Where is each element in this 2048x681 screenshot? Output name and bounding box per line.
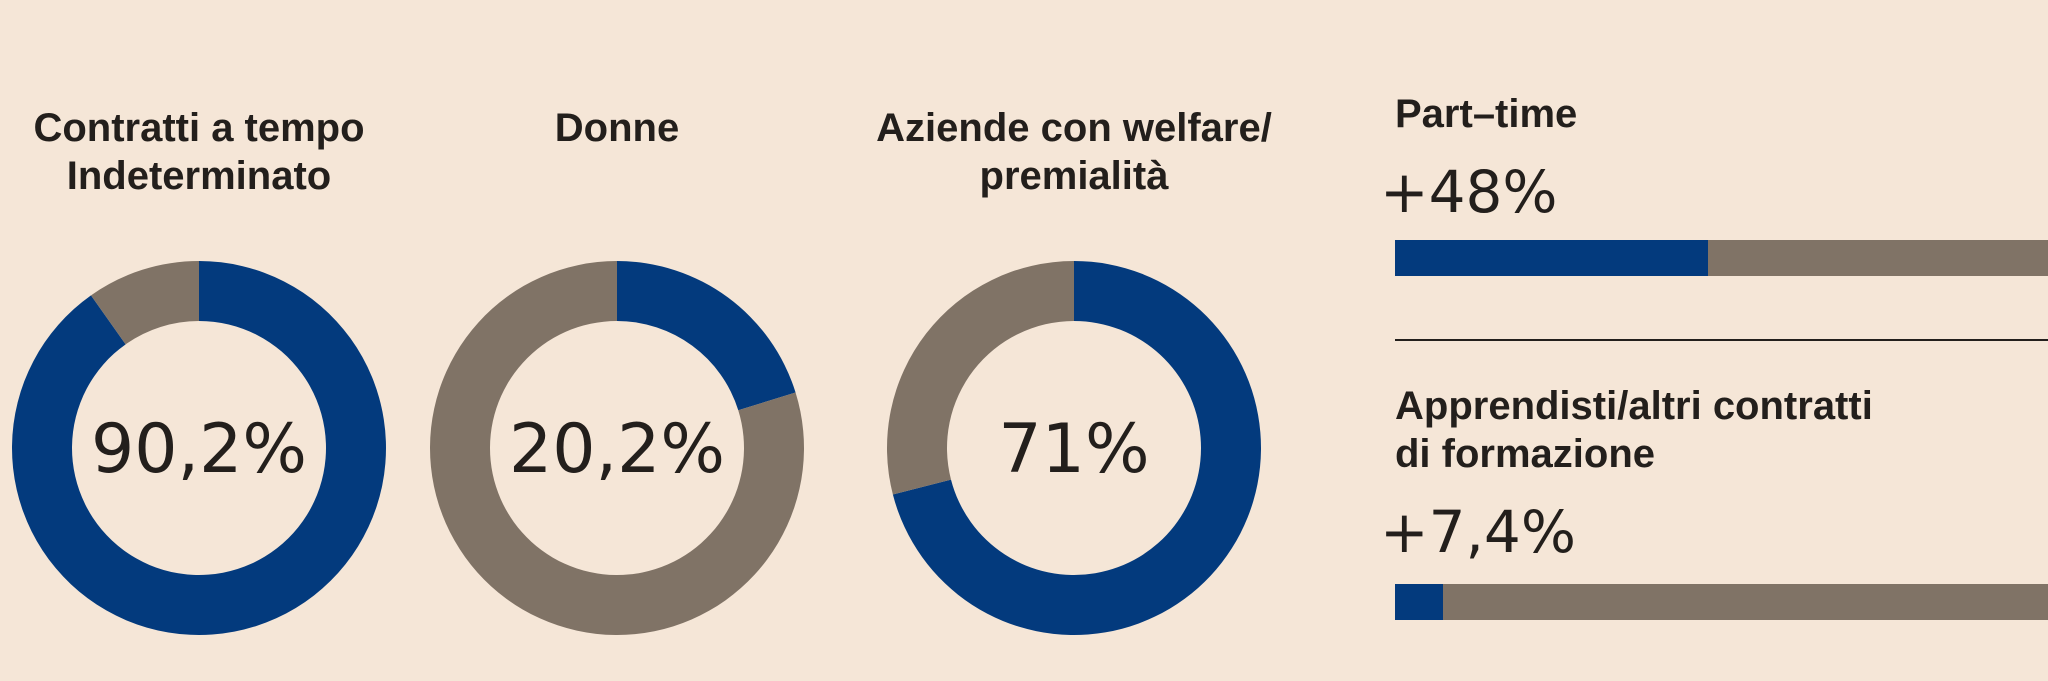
bar-title-part-time: Part–time bbox=[1395, 90, 1577, 138]
title-line: di formazione bbox=[1395, 432, 1656, 476]
bar-fill-apprendisti bbox=[1395, 584, 1444, 620]
donut-title-donne: Donne bbox=[555, 104, 679, 152]
title-line: premialità bbox=[979, 154, 1169, 198]
donut-title-aziende: Aziende con welfare/ premialità bbox=[876, 104, 1272, 200]
title-line: Indeterminato bbox=[66, 154, 332, 198]
bar-value-part-time: +48% bbox=[1380, 158, 1558, 226]
title-line: Donne bbox=[554, 106, 680, 150]
donut-slice-remainder bbox=[887, 261, 1074, 495]
divider bbox=[1395, 339, 2048, 341]
donut-value-label: 71% bbox=[998, 410, 1149, 489]
bar-fill-part-time bbox=[1395, 240, 1709, 276]
title-line: Aziende con welfare/ bbox=[876, 106, 1272, 150]
bar-title-apprendisti: Apprendisti/altri contratti di formazion… bbox=[1395, 382, 1873, 478]
bar-value-apprendisti: +7,4% bbox=[1380, 498, 1576, 566]
title-line: Part–time bbox=[1395, 92, 1578, 136]
donut-slice-value bbox=[617, 261, 796, 411]
donut-slice-value bbox=[12, 261, 387, 635]
donut-charts: 90,2% 20,2% 71% bbox=[12, 261, 1262, 635]
donut-slice-remainder bbox=[430, 261, 804, 635]
donut-slice-remainder bbox=[90, 261, 199, 345]
donut-slice-value bbox=[892, 261, 1262, 635]
bar-part-time bbox=[1395, 240, 2048, 276]
donut-value-label: 20,2% bbox=[509, 410, 725, 489]
donut-title-contratti: Contratti a tempo Indeterminato bbox=[33, 104, 364, 200]
donut-value-label: 90,2% bbox=[91, 410, 307, 489]
title-line: Apprendisti/altri contratti bbox=[1395, 384, 1873, 428]
bar-apprendisti bbox=[1395, 584, 2048, 620]
title-line: Contratti a tempo bbox=[33, 106, 365, 150]
